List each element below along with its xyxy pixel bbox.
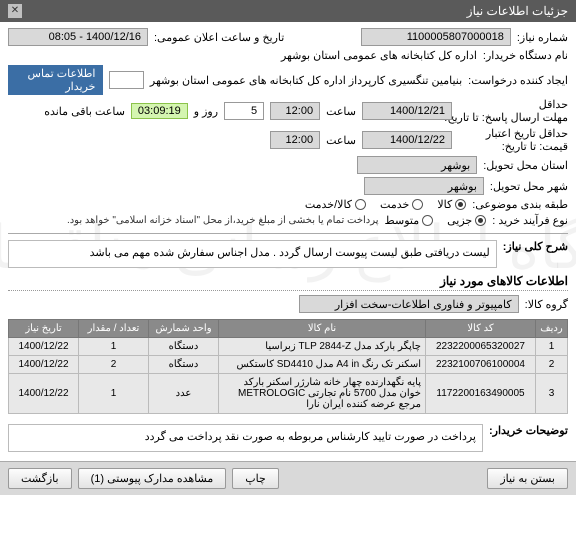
- topic-label: طبقه بندی موضوعی:: [472, 198, 568, 211]
- group-value: کامپیوتر و فناوری اطلاعات-سخت افزار: [299, 295, 519, 313]
- time-remaining: 03:09:19: [131, 103, 188, 119]
- print-button[interactable]: چاپ: [232, 468, 279, 489]
- table-row[interactable]: 12232200065320027چاپگر بارکد مدل TLP 284…: [9, 338, 568, 356]
- col-idx: ردیف: [536, 320, 568, 338]
- process-radio-minor[interactable]: [475, 215, 486, 226]
- topic-radio-group: کالا خدمت کالا/خدمت: [305, 198, 466, 211]
- col-unit: واحد شمارش: [149, 320, 219, 338]
- table-header-row: ردیف کد کالا نام کالا واحد شمارش تعداد /…: [9, 320, 568, 338]
- process-note: پرداخت تمام یا بخشی از مبلغ خرید،از محل …: [67, 215, 379, 226]
- topic-radio-khadmat[interactable]: [412, 199, 423, 210]
- summary-text: لیست دریافتی طبق لیست پیوست ارسال گردد .…: [8, 240, 497, 268]
- content-area: شماره نیاز: 1100005807000018 تاریخ و ساع…: [0, 22, 576, 461]
- saat-1: ساعت: [326, 105, 356, 118]
- deadline-time: 12:00: [270, 102, 320, 120]
- rooz-va: روز و: [194, 105, 218, 118]
- table-row[interactable]: 22232100706100004اسکنر تک رنگ A4 in مدل …: [9, 356, 568, 374]
- title-text: جزئیات اطلاعات نیاز: [467, 4, 568, 18]
- cell-code: 2232100706100004: [426, 356, 536, 374]
- buyer-value: اداره کل کتابخانه های عمومی استان بوشهر: [281, 49, 477, 62]
- cell-qty: 2: [79, 356, 149, 374]
- process-radio-group: جزیی متوسط: [385, 214, 487, 227]
- cell-idx: 1: [536, 338, 568, 356]
- city-label: شهر محل تحویل:: [490, 180, 568, 193]
- creator-label: ایجاد کننده درخواست:: [468, 74, 568, 87]
- cell-idx: 3: [536, 374, 568, 414]
- need-no-label: شماره نیاز:: [517, 31, 568, 44]
- cell-qty: 1: [79, 338, 149, 356]
- col-date: تاریخ نیاز: [9, 320, 79, 338]
- validity-label: حداقل تاریخ اعتبار قیمت: تا تاریخ:: [458, 127, 568, 153]
- creator-empty-box: [109, 71, 143, 89]
- deadline-label: حداقل مهلت ارسال پاسخ: تا تاریخ:: [458, 98, 568, 124]
- cell-name: چاپگر بارکد مدل TLP 2844-Z زبراسیا: [219, 338, 426, 356]
- buyer-label: نام دستگاه خریدار:: [483, 49, 568, 62]
- cell-unit: دستگاه: [149, 356, 219, 374]
- col-code: کد کالا: [426, 320, 536, 338]
- saat-2: ساعت: [326, 134, 356, 147]
- cell-code: 2232200065320027: [426, 338, 536, 356]
- announce-value: 1400/12/16 - 08:05: [8, 28, 148, 46]
- process-label: نوع فرآیند خرید :: [492, 214, 568, 227]
- cell-date: 1400/12/22: [9, 338, 79, 356]
- process-radio-medium[interactable]: [422, 215, 433, 226]
- topic-radio-both[interactable]: [355, 199, 366, 210]
- attachments-button[interactable]: مشاهده مدارک پیوستی (1): [78, 468, 227, 489]
- cell-qty: 1: [79, 374, 149, 414]
- creator-value: بنیامین تنگسیری کارپرداز اداره کل کتابخا…: [150, 74, 462, 87]
- cell-unit: عدد: [149, 374, 219, 414]
- summary-label: شرح کلی نیاز:: [503, 240, 568, 253]
- topic-radio-kala[interactable]: [455, 199, 466, 210]
- cell-date: 1400/12/22: [9, 374, 79, 414]
- contact-buyer-button[interactable]: اطلاعات تماس خریدار: [8, 65, 103, 95]
- title-bar: جزئیات اطلاعات نیاز ✕: [0, 0, 576, 22]
- group-label: گروه کالا:: [525, 298, 568, 311]
- time-left-suffix: ساعت باقی مانده: [44, 105, 125, 118]
- cell-idx: 2: [536, 356, 568, 374]
- cell-unit: دستگاه: [149, 338, 219, 356]
- announce-label: تاریخ و ساعت اعلان عمومی:: [154, 31, 284, 44]
- items-section-title: اطلاعات کالاهای مورد نیاز: [8, 274, 568, 291]
- cell-name: اسکنر تک رنگ A4 in مدل SD4410 کاستکس: [219, 356, 426, 374]
- validity-time: 12:00: [270, 131, 320, 149]
- need-no-value: 1100005807000018: [361, 28, 511, 46]
- cell-date: 1400/12/22: [9, 356, 79, 374]
- buyer-note-label: توضیحات خریدار:: [489, 424, 568, 437]
- province-label: استان محل تحویل:: [483, 159, 568, 172]
- col-name: نام کالا: [219, 320, 426, 338]
- separator-1: [8, 233, 568, 234]
- city-value: بوشهر: [364, 177, 484, 195]
- buyer-note-text: پرداخت در صورت تایید کارشناس مربوطه به ص…: [8, 424, 483, 452]
- footer-bar: بستن به نیاز چاپ مشاهده مدارک پیوستی (1)…: [0, 461, 576, 495]
- cell-name: پایه نگهدارنده چهار خانه شارژر اسکنر بار…: [219, 374, 426, 414]
- back-button[interactable]: بازگشت: [8, 468, 72, 489]
- col-qty: تعداد / مقدار: [79, 320, 149, 338]
- validity-date: 1400/12/22: [362, 131, 452, 149]
- deadline-date: 1400/12/21: [362, 102, 452, 120]
- table-row[interactable]: 31172200163490005پایه نگهدارنده چهار خان…: [9, 374, 568, 414]
- items-table: ردیف کد کالا نام کالا واحد شمارش تعداد /…: [8, 319, 568, 414]
- cell-code: 1172200163490005: [426, 374, 536, 414]
- close-icon[interactable]: ✕: [8, 4, 22, 18]
- close-need-button[interactable]: بستن به نیاز: [487, 468, 568, 489]
- province-value: بوشهر: [357, 156, 477, 174]
- days-box: 5: [224, 102, 264, 120]
